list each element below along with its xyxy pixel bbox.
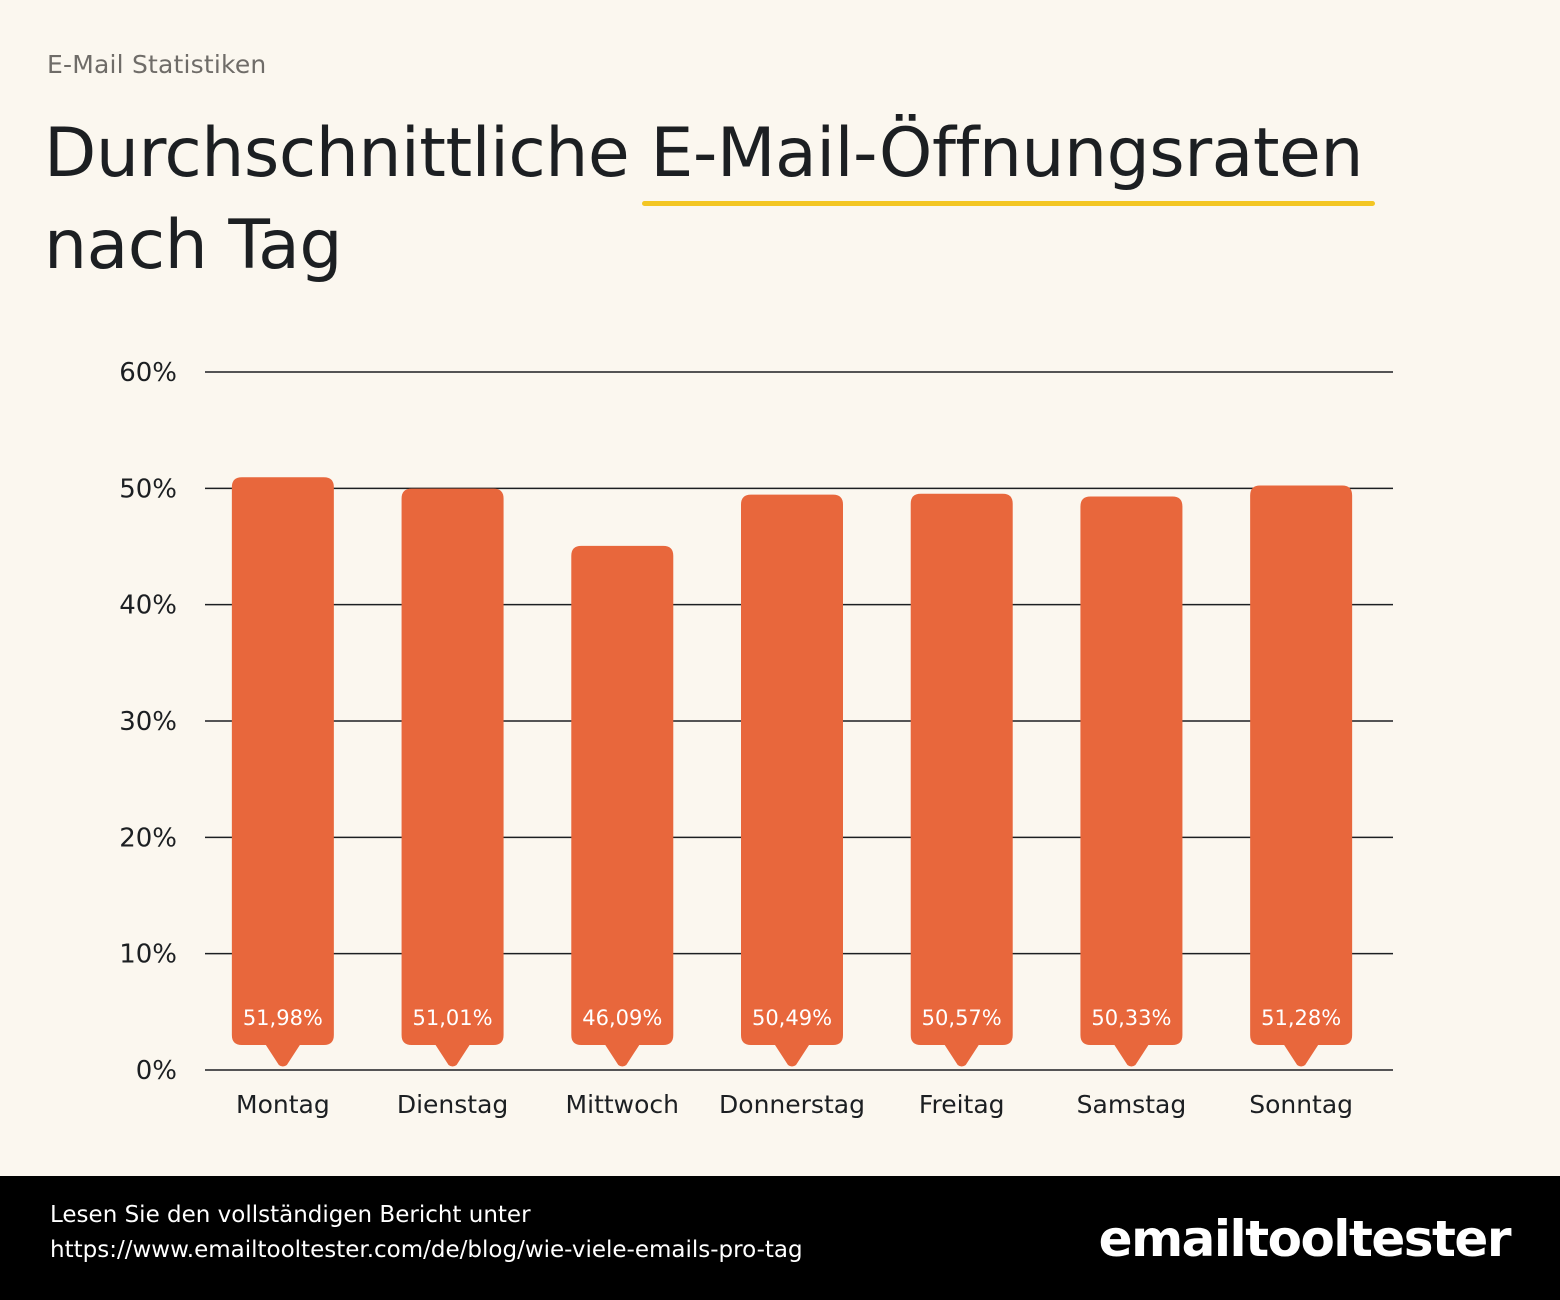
x-tick-label: Montag <box>236 1090 330 1119</box>
bar <box>910 493 1013 1067</box>
y-tick-label: 30% <box>119 707 177 737</box>
footer-link[interactable]: https://www.emailtooltester.com/de/blog/… <box>50 1237 803 1263</box>
data-label: 50,49% <box>752 1006 832 1030</box>
data-label: 51,98% <box>243 1006 323 1030</box>
x-tick-label: Samstag <box>1077 1090 1187 1119</box>
y-tick-label: 40% <box>119 591 177 621</box>
x-tick-label: Dienstag <box>397 1090 508 1119</box>
data-label: 50,57% <box>922 1006 1002 1030</box>
title-highlight: E-Mail-Öffnungsraten <box>642 108 1375 206</box>
bar <box>1250 485 1353 1067</box>
x-tick-label: Mittwoch <box>566 1090 679 1119</box>
bar <box>1080 496 1183 1067</box>
bar <box>741 494 843 1067</box>
bar-chart: 0% 10% 20% 30% 40% 50% 60% 51,98% Montag 51,01% Di… <box>119 358 1393 1119</box>
bar <box>401 488 504 1067</box>
data-label: 50,33% <box>1091 1006 1171 1030</box>
eyebrow-label: E-Mail Statistiken <box>47 50 267 79</box>
x-tick-label: Sonntag <box>1249 1090 1353 1119</box>
page-title: Durchschnittliche E-Mail-Öffnungsraten n… <box>44 108 1375 292</box>
x-tick-label: Freitag <box>919 1090 1005 1119</box>
footer: Lesen Sie den vollständigen Bericht unte… <box>0 1176 1560 1300</box>
data-label: 51,01% <box>413 1006 493 1030</box>
x-tick-label: Donnerstag <box>719 1090 865 1119</box>
y-tick-label: 20% <box>119 823 177 853</box>
title-part1: Durchschnittliche <box>44 114 651 193</box>
brand-logo: emailtooltester <box>1098 1210 1512 1268</box>
y-tick-label: 0% <box>136 1056 177 1086</box>
data-label: 46,09% <box>582 1006 662 1030</box>
data-label: 51,28% <box>1261 1006 1341 1030</box>
y-tick-label: 60% <box>119 358 177 388</box>
y-tick-label: 10% <box>119 940 177 970</box>
footer-text: Lesen Sie den vollständigen Bericht unte… <box>50 1202 531 1228</box>
bar <box>571 545 674 1067</box>
y-tick-label: 50% <box>119 474 177 504</box>
title-part2: nach Tag <box>44 206 342 285</box>
bar <box>231 477 334 1067</box>
